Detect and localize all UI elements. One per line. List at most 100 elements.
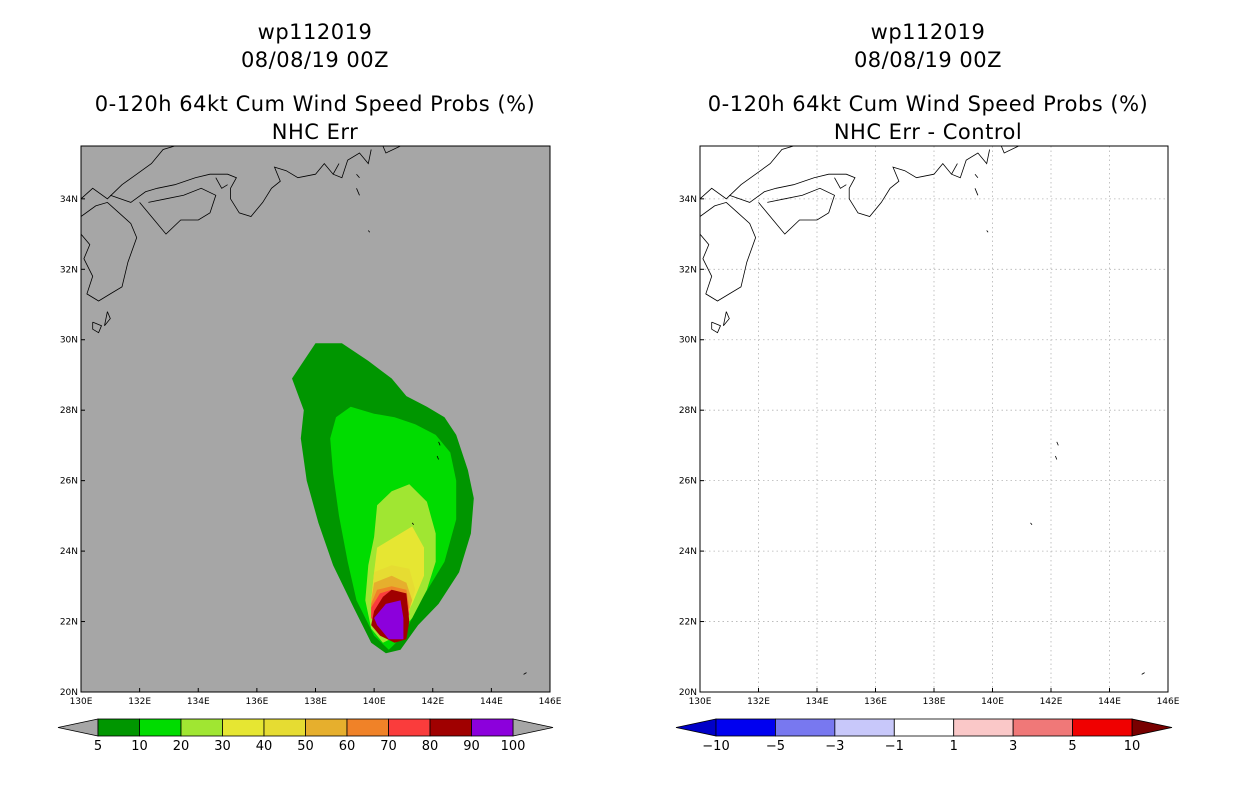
right-coastline xyxy=(700,146,1145,675)
left-x-tick-label: 142E xyxy=(421,697,444,707)
left-colorbar-swatch xyxy=(263,718,306,737)
coast-segment xyxy=(834,177,847,189)
right-x-tick-label: 142E xyxy=(1040,697,1063,707)
left-y-tick-label: 32N xyxy=(60,265,78,275)
coast-segment xyxy=(523,672,527,675)
left-colorbar-swatch xyxy=(429,718,472,737)
right-colorbar-label: 1 xyxy=(950,739,958,754)
coast-segment xyxy=(411,522,415,525)
coast-segment xyxy=(104,311,111,326)
coast-segment xyxy=(367,230,371,233)
right-colorbar-swatch xyxy=(1072,718,1133,737)
left-colorbar-swatch xyxy=(471,718,514,737)
right-colorbar-swatch xyxy=(715,718,776,737)
right-x-tick-label: 136E xyxy=(864,697,887,707)
coast-segment xyxy=(1000,146,1019,154)
coast-segment xyxy=(81,146,175,200)
left-x-tick-label: 130E xyxy=(70,697,93,707)
left-colorbar-low-arrow xyxy=(57,718,99,737)
left-colorbar-label: 100 xyxy=(501,739,526,754)
left-x-tick-label: 144E xyxy=(480,697,503,707)
coast-segment xyxy=(700,146,794,200)
left-colorbar-swatch xyxy=(388,718,431,737)
left-colorbar-label: 30 xyxy=(214,739,231,754)
coast-segment xyxy=(382,146,401,154)
right-colorbar-swatch xyxy=(893,718,955,737)
right-colorbar-label: 10 xyxy=(1124,739,1141,754)
coast-segment xyxy=(356,188,360,196)
left-colorbar-label: 5 xyxy=(94,739,102,754)
contour-90pct xyxy=(374,600,404,640)
left-colorbar-swatch xyxy=(97,718,140,737)
left-title-subtitle: NHC Err xyxy=(271,120,359,144)
left-colorbar-swatch xyxy=(346,718,389,737)
left-y-tick-label: 28N xyxy=(60,406,78,416)
right-y-tick-label: 22N xyxy=(679,618,697,628)
coast-segment xyxy=(974,188,979,196)
right-x-tick-label: 134E xyxy=(806,697,829,707)
left-title-datetime: 08/08/19 00Z xyxy=(240,48,390,72)
left-y-tick-label: 34N xyxy=(60,195,78,205)
left-colorbar-label: 70 xyxy=(380,739,397,754)
left-title-product: 0-120h 64kt Cum Wind Speed Probs (%) xyxy=(94,92,536,116)
right-y-tick-label: 20N xyxy=(679,688,697,698)
left-colorbar-label: 80 xyxy=(422,739,439,754)
left-y-tick-label: 24N xyxy=(60,547,78,557)
left-x-tick-label: 138E xyxy=(304,697,327,707)
coast-segment xyxy=(356,173,360,178)
left-colorbar-label: 20 xyxy=(173,739,190,754)
right-x-tick-label: 140E xyxy=(981,697,1004,707)
right-title-storm-id: wp112019 xyxy=(870,20,986,44)
right-y-tick-label: 30N xyxy=(679,336,697,346)
right-colorbar-label: −5 xyxy=(766,739,785,754)
coast-segment xyxy=(1141,672,1145,675)
right-colorbar-label: 3 xyxy=(1009,739,1017,754)
left-colorbar-swatch xyxy=(222,718,265,737)
coast-segment xyxy=(332,163,340,175)
coast-segment xyxy=(723,311,730,326)
right-y-tick-label: 24N xyxy=(679,547,697,557)
coast-segment xyxy=(438,441,441,446)
right-colorbar-low-arrow xyxy=(675,718,717,737)
left-x-tick-label: 140E xyxy=(363,697,386,707)
right-map-panel: 130E 132E 134E 136E 138E 140E 142E 144E 146E 20N 2… xyxy=(679,145,1180,707)
right-title-subtitle: NHC Err - Control xyxy=(833,120,1023,144)
coast-segment xyxy=(1056,441,1059,446)
left-colorbar-high-arrow xyxy=(512,718,554,737)
left-y-tick-label: 30N xyxy=(60,336,78,346)
coast-segment xyxy=(81,201,138,302)
right-colorbar-swatch xyxy=(775,718,836,737)
right-y-tick-label: 28N xyxy=(679,406,697,416)
right-title-datetime: 08/08/19 00Z xyxy=(853,48,1003,72)
right-colorbar-high-arrow xyxy=(1131,718,1173,737)
coast-segment xyxy=(436,455,439,460)
left-y-tick-label: 26N xyxy=(60,477,78,487)
left-colorbar-label: 40 xyxy=(256,739,273,754)
right-x-tick-label: 146E xyxy=(1157,697,1180,707)
coast-segment xyxy=(729,149,990,217)
coast-segment xyxy=(1030,522,1033,525)
right-colorbar-label: −10 xyxy=(702,739,729,754)
left-colorbar-label: 50 xyxy=(297,739,314,754)
coast-segment xyxy=(951,163,958,175)
left-y-tick-label: 22N xyxy=(60,618,78,628)
coast-segment xyxy=(986,230,989,233)
right-y-tick-label: 34N xyxy=(679,195,697,205)
left-colorbar-swatch xyxy=(139,718,182,737)
left-colorbar-label: 10 xyxy=(131,739,148,754)
right-gridlines xyxy=(700,146,1168,692)
right-title-product: 0-120h 64kt Cum Wind Speed Probs (%) xyxy=(707,92,1149,116)
coast-segment xyxy=(139,187,217,235)
right-colorbar-swatch xyxy=(953,718,1014,737)
right-colorbar-label: −1 xyxy=(885,739,904,754)
left-map-panel: 130E 132E 134E 136E 138E 140E 142E 144E 146E 20N 2… xyxy=(60,145,562,707)
coast-segment xyxy=(711,321,722,334)
left-x-tick-label: 134E xyxy=(187,697,210,707)
right-colorbar: −10 −5 −3 −1 1 3 5 10 xyxy=(675,718,1173,754)
right-x-tick-label: 130E xyxy=(689,697,712,707)
right-colorbar-label: 5 xyxy=(1068,739,1076,754)
left-x-tick-label: 136E xyxy=(245,697,268,707)
right-colorbar-swatch xyxy=(834,718,895,737)
left-x-tick-label: 132E xyxy=(128,697,151,707)
